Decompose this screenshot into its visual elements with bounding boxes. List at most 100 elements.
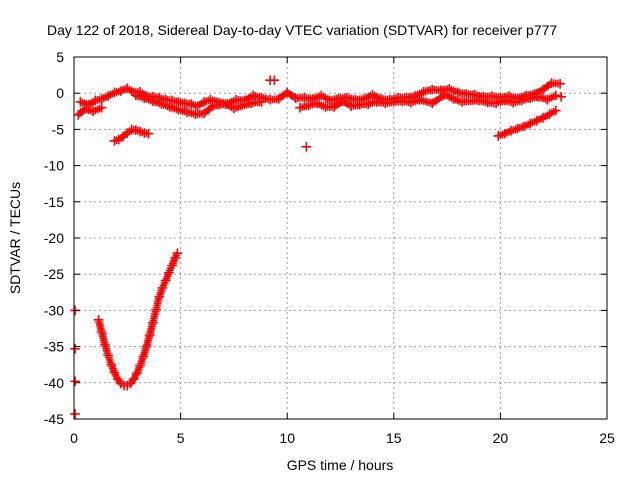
data-point-trace bbox=[530, 117, 539, 126]
y-tick-label: -5 bbox=[52, 121, 65, 137]
data-point bbox=[269, 75, 280, 85]
data-point-trace bbox=[537, 86, 545, 95]
series-group bbox=[109, 124, 154, 146]
data-point-trace bbox=[102, 93, 110, 101]
x-axis-label: GPS time / hours bbox=[287, 457, 394, 473]
data-point-trace bbox=[138, 128, 147, 137]
data-point-trace bbox=[146, 96, 155, 105]
data-point-trace bbox=[138, 355, 147, 363]
data-point-trace bbox=[109, 366, 118, 375]
data-point-trace bbox=[319, 102, 328, 110]
data-point-trace bbox=[302, 102, 311, 110]
data-point-trace bbox=[100, 338, 109, 347]
y-tick-label: -45 bbox=[44, 411, 64, 427]
data-point-trace bbox=[198, 99, 206, 108]
data-point-trace bbox=[543, 111, 552, 120]
data-point-trace bbox=[127, 87, 136, 95]
data-point-trace bbox=[125, 127, 134, 136]
data-point-trace bbox=[121, 131, 129, 139]
data-point-trace bbox=[164, 102, 172, 111]
data-point-trace bbox=[95, 95, 104, 104]
data-point-trace bbox=[117, 134, 125, 142]
x-tick-label: 0 bbox=[70, 430, 78, 446]
data-point-trace bbox=[145, 333, 153, 341]
data-point-trace bbox=[142, 344, 150, 353]
data-point-trace bbox=[451, 87, 460, 96]
data-point-trace bbox=[290, 93, 298, 101]
data-point-trace bbox=[135, 363, 144, 372]
y-tick-label: -15 bbox=[44, 194, 64, 210]
data-point-trace bbox=[245, 100, 253, 108]
data-point-trace bbox=[138, 93, 147, 102]
data-point-trace bbox=[198, 109, 206, 118]
data-point-trace bbox=[160, 279, 169, 287]
data-point-trace bbox=[498, 130, 507, 139]
series-group bbox=[70, 75, 566, 419]
y-tick-label: 0 bbox=[56, 85, 64, 101]
data-point-trace bbox=[134, 127, 142, 135]
data-point-trace bbox=[112, 373, 121, 381]
data-point-trace bbox=[505, 128, 513, 136]
series-group bbox=[75, 78, 565, 112]
data-point-trace bbox=[170, 255, 179, 264]
data-point-trace bbox=[511, 125, 520, 134]
data-point-trace bbox=[164, 270, 172, 279]
data-point bbox=[70, 376, 80, 387]
x-tick-label: 5 bbox=[177, 430, 185, 446]
data-point-trace bbox=[207, 103, 215, 112]
data-point-trace bbox=[167, 264, 175, 272]
data-point-trace bbox=[108, 89, 117, 98]
data-point-trace bbox=[115, 377, 124, 386]
y-tick-label: -20 bbox=[44, 230, 64, 246]
data-point-trace bbox=[106, 358, 115, 367]
data-point bbox=[70, 343, 80, 354]
data-point-trace bbox=[128, 377, 136, 386]
data-point-trace bbox=[181, 107, 189, 116]
data-point-trace bbox=[515, 97, 524, 105]
data-point-trace bbox=[157, 286, 166, 294]
data-point-trace bbox=[537, 114, 545, 123]
data-point-trace bbox=[79, 106, 87, 115]
x-tick-label: 10 bbox=[279, 430, 295, 446]
data-point bbox=[70, 409, 80, 419]
data-point-trace bbox=[345, 101, 353, 109]
data-point-trace bbox=[272, 95, 281, 103]
data-point-trace bbox=[524, 95, 532, 103]
data-point-trace bbox=[142, 129, 151, 138]
data-point-trace bbox=[132, 371, 140, 380]
series-group bbox=[93, 248, 183, 391]
series-group bbox=[73, 89, 561, 120]
y-tick-label: -40 bbox=[44, 375, 64, 391]
data-point-trace bbox=[185, 100, 193, 108]
data-point-trace bbox=[151, 308, 160, 316]
data-point-trace bbox=[255, 98, 264, 106]
data-point-trace bbox=[447, 94, 456, 102]
data-point-trace bbox=[89, 98, 97, 106]
grid-lines bbox=[74, 57, 607, 419]
chart-title: Day 122 of 2018, Sidereal Day-to-day VTE… bbox=[47, 22, 557, 38]
data-point-trace bbox=[129, 125, 138, 134]
axis-ticks: 0 5 10 15 20 25 5 0 -5 -10 -15 -20 -25 -30 -35 -40 -45 bbox=[44, 49, 615, 446]
data-point bbox=[301, 141, 312, 152]
y-tick-label: 5 bbox=[56, 49, 64, 65]
data-point-trace bbox=[230, 97, 238, 105]
data-point-trace bbox=[154, 295, 163, 303]
data-point-trace bbox=[97, 326, 105, 334]
data-point-trace bbox=[148, 320, 157, 329]
data-point-trace bbox=[549, 92, 558, 101]
data-point-trace bbox=[155, 99, 164, 108]
data-point-trace bbox=[328, 103, 336, 111]
data-point-trace bbox=[517, 123, 526, 132]
data-point-trace bbox=[172, 97, 181, 106]
data-point-trace bbox=[112, 136, 121, 145]
data-point-trace bbox=[114, 87, 123, 96]
series-group bbox=[493, 105, 561, 141]
data-point-trace bbox=[554, 79, 562, 88]
data-point-trace bbox=[172, 105, 181, 113]
data-point-trace bbox=[103, 349, 112, 357]
y-axis-label: SDTVAR / TECUs bbox=[7, 182, 23, 294]
x-tick-label: 15 bbox=[386, 430, 402, 446]
y-tick-label: -35 bbox=[44, 339, 64, 355]
data-point-trace bbox=[417, 89, 426, 97]
